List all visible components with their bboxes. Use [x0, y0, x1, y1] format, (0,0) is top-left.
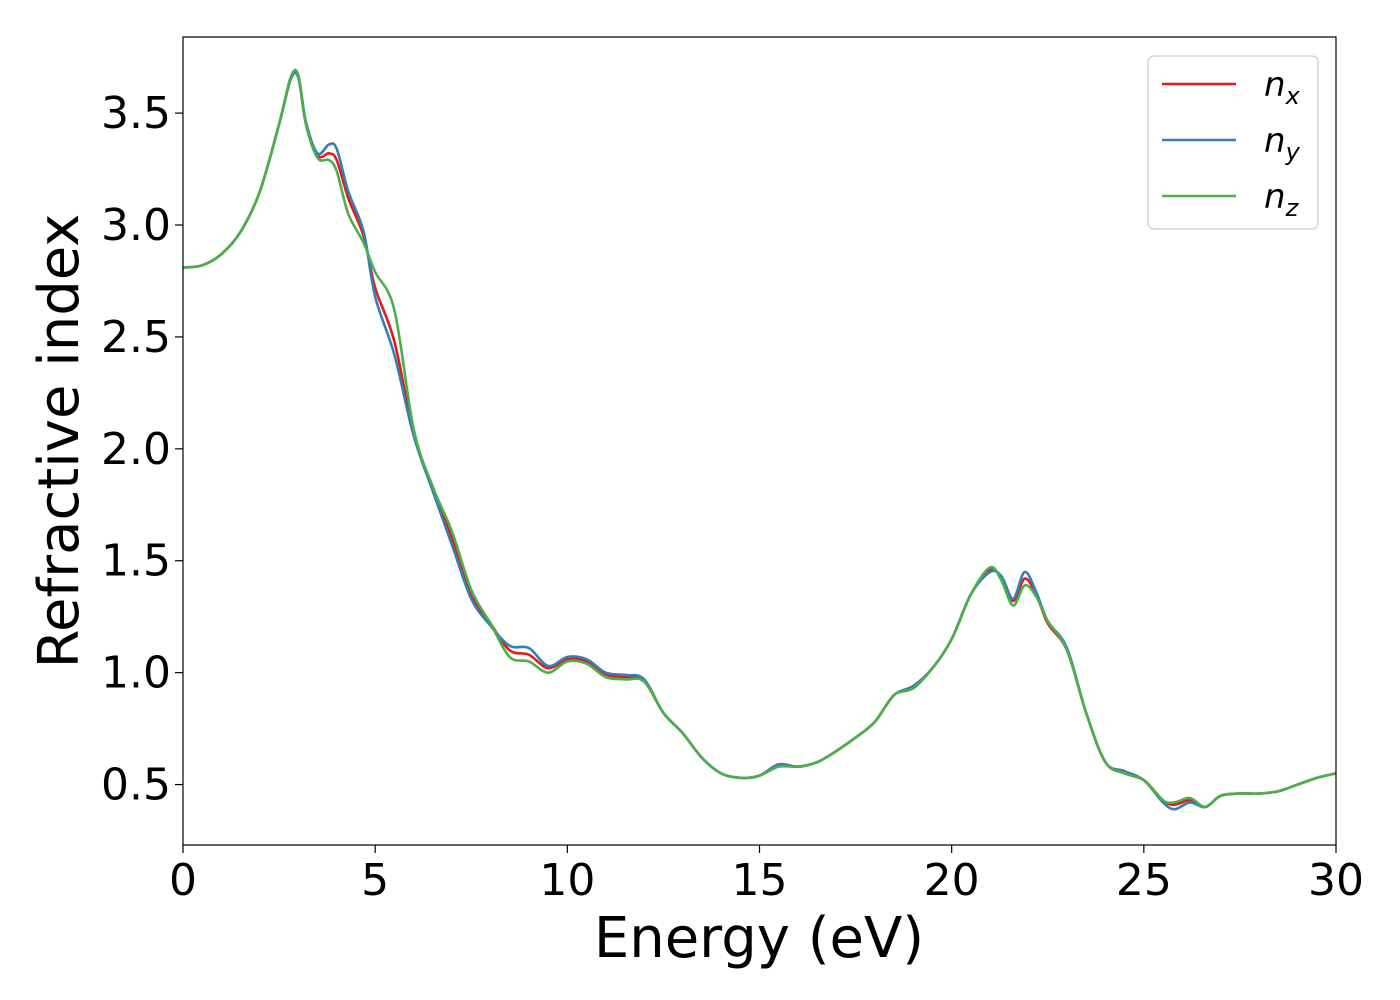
- x-tick-label: 20: [924, 855, 980, 906]
- x-tick-label: 10: [539, 855, 595, 906]
- legend: nx ny nz: [1147, 55, 1319, 230]
- y-tick-label: 2.5: [101, 312, 171, 363]
- y-tick-label: 2.0: [101, 424, 171, 475]
- y-axis-title: Refractive index: [27, 214, 92, 669]
- x-tick-label: 15: [732, 855, 788, 906]
- y-tick-label: 3.0: [101, 200, 171, 251]
- x-tick-label: 0: [169, 855, 197, 906]
- legend-label-z: nz: [1264, 177, 1300, 222]
- y-tick-label: 3.5: [101, 88, 171, 139]
- y-tick-label: 0.5: [101, 760, 171, 811]
- series-line-z: [182, 68, 1337, 809]
- y-tick-label: 1.0: [101, 648, 171, 699]
- y-axis: 0.5 1.0 1.5 2.0 2.5 3.0 3.5: [101, 88, 183, 811]
- x-axis: 0 5 10 15 20 25 30: [169, 845, 1364, 906]
- series-layer: [182, 68, 1337, 811]
- legend-label-y: ny: [1264, 121, 1301, 166]
- x-tick-label: 30: [1308, 855, 1364, 906]
- x-axis-title: Energy (eV): [594, 906, 924, 971]
- legend-box: [1147, 55, 1319, 230]
- legend-label-x: nx: [1264, 65, 1301, 110]
- x-tick-label: 5: [361, 855, 389, 906]
- x-tick-label: 25: [1116, 855, 1172, 906]
- y-tick-label: 1.5: [101, 536, 171, 587]
